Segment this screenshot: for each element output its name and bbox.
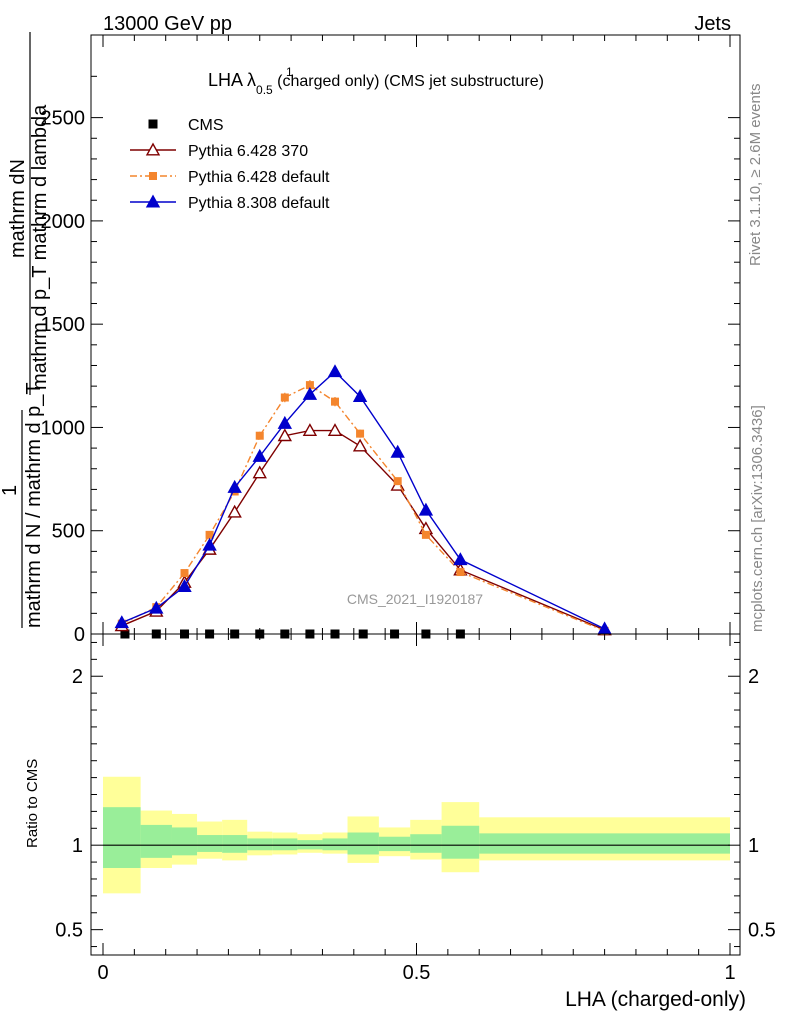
series-line-pythia-8-308-default — [121, 370, 605, 630]
ratio-band-inner — [272, 838, 298, 851]
rivet-label: Rivet 3.1.10, ≥ 2.6M events — [747, 84, 764, 267]
series-line-pythia-6-428-default — [121, 384, 605, 632]
main-ticks: 0 500 1000 1500 2000 2500 — [41, 35, 740, 646]
legend-marker-pythia-6-428-370 — [145, 142, 161, 156]
legend-marker-pythia-6-428-default — [149, 172, 157, 180]
xlabel: LHA (charged-only) — [565, 988, 746, 1011]
series-point-pythia-6-428-default — [393, 477, 402, 486]
ratio-ylabel: Ratio to CMS — [24, 759, 41, 848]
ratio-bands — [103, 776, 730, 894]
series-point-pythia-8-308-default — [149, 600, 164, 614]
legend-label-cms: CMS — [188, 117, 224, 134]
main-title: LHA λ0.5 (charged only) (CMS jet substru… — [208, 70, 544, 97]
legend-label-pythia-8-308-default: Pythia 8.308 default — [188, 195, 330, 212]
series-point-pythia-6-428-default — [255, 431, 264, 440]
main-ytick-label: 0 — [74, 624, 85, 646]
series-point-pythia-6-428-default — [205, 530, 214, 539]
ratio-ytick-label-right: 2 — [748, 666, 759, 688]
series-point-pythia-6-428-370 — [227, 504, 242, 518]
series-point-pythia-8-308-default — [390, 444, 405, 458]
ratio-band-inner — [103, 807, 141, 868]
series-point-pythia-6-428-370 — [252, 465, 267, 479]
main-title-lambda: LHA λ — [208, 70, 256, 90]
ylabel-den-a: mathrm d N / mathrm d p_T — [23, 382, 45, 628]
main-title-rest: (charged only) (CMS jet substructure) — [273, 73, 544, 90]
series-point-pythia-6-428-default — [305, 381, 314, 390]
ratio-band-inner — [347, 832, 379, 855]
series-point-pythia-8-308-default — [227, 479, 242, 493]
series-point-pythia-6-428-370 — [327, 423, 343, 437]
process-label: Jets — [694, 13, 731, 35]
ratio-band-inner — [171, 827, 198, 856]
ratio-band-inner — [479, 833, 730, 854]
main-ytick-label: 1500 — [41, 314, 86, 336]
main-panel: 0 500 1000 1500 2000 2500 LHA λ0.5 (charged o… — [0, 32, 741, 646]
main-title-sub: 0.5 — [256, 83, 273, 97]
main-ytick-label: 1000 — [41, 417, 86, 439]
series-point-pythia-6-428-default — [456, 568, 465, 577]
series-point-pythia-6-428-370 — [277, 428, 293, 442]
ylabel-num-b: mathrm dN — [7, 159, 29, 258]
ratio-xtick-label: 1 — [724, 962, 735, 984]
main-ytick-label: 500 — [52, 521, 85, 543]
ratio-band-inner — [441, 825, 480, 859]
series-point-pythia-8-308-default — [418, 502, 434, 516]
ratio-band-inner — [140, 824, 172, 858]
ratio-xtick-label: 0.5 — [403, 962, 431, 984]
ratio-ytick-label-right: 0.5 — [748, 920, 776, 942]
ratio-band-inner — [247, 838, 273, 851]
series-point-pythia-6-428-370 — [352, 438, 368, 452]
series-point-pythia-6-428-default — [421, 530, 430, 539]
series-point-pythia-8-308-default — [252, 448, 267, 462]
series-point-pythia-8-308-default — [277, 415, 293, 429]
ratio-ytick-label: 2 — [72, 666, 83, 688]
ratio-ytick-label-right: 1 — [748, 835, 759, 857]
ratio-ticks: 0.5 0.5 1 1 2 2 0 0.5 1 — [55, 634, 776, 984]
ratio-ytick-label: 1 — [72, 835, 83, 857]
series-point-pythia-6-428-default — [280, 393, 289, 402]
ratio-ytick-label: 0.5 — [55, 920, 83, 942]
series-point-pythia-8-308-default — [327, 364, 343, 378]
ylabel-num-a: 1 — [0, 485, 21, 496]
series-point-pythia-8-308-default — [453, 552, 468, 566]
series-point-pythia-8-308-default — [202, 537, 217, 551]
ratio-frame — [90, 633, 741, 956]
main-title-sup: 1 — [286, 65, 293, 79]
main-ytick-label: 2500 — [41, 108, 86, 130]
legend-label-pythia-6-428-default: Pythia 6.428 default — [188, 169, 330, 186]
series-point-pythia-6-428-default — [356, 429, 365, 438]
series-point-pythia-8-308-default — [352, 389, 368, 402]
legend-marker-cms — [148, 119, 158, 129]
legend-label-pythia-6-428-370: Pythia 6.428 370 — [188, 143, 308, 160]
energy-label: 13000 GeV pp — [103, 13, 232, 35]
ratio-band-inner — [410, 834, 442, 853]
legend-marker-pythia-8-308-default — [145, 194, 161, 208]
ratio-xtick-label: 0 — [97, 962, 108, 984]
ratio-band-inner — [222, 835, 248, 853]
ratio-band-inner — [322, 838, 348, 851]
ratio-band-inner — [197, 835, 223, 852]
ratio-panel: 0.5 0.5 1 1 2 2 0 0.5 1 Ratio to CMS LHA (charge… — [24, 633, 776, 1011]
series-point-pythia-8-308-default — [114, 615, 129, 629]
series-point-pythia-6-428-default — [330, 397, 339, 406]
series-point-pythia-6-428-default — [180, 569, 189, 578]
ylabel-den-b: mathrm d p_T mathrm d lambda — [29, 104, 51, 390]
ratio-band-inner — [378, 836, 411, 852]
mcplots-label: mcplots.cern.ch [arXiv:1306.3436] — [749, 405, 766, 632]
legend: CMS Pythia 6.428 370 Pythia 6.428 default P… — [130, 117, 330, 212]
series-line-pythia-6-428-370 — [121, 429, 605, 631]
watermark: CMS_2021_I1920187 — [347, 591, 483, 607]
series-point-pythia-8-308-default — [177, 579, 192, 592]
main-ylabel: mathrm dN mathrm d p_T mathrm d lambda 1… — [0, 32, 51, 628]
series-point-pythia-6-428-370 — [302, 423, 318, 437]
series-point-pythia-8-308-default — [302, 386, 318, 400]
main-ytick-label: 2000 — [41, 211, 86, 233]
